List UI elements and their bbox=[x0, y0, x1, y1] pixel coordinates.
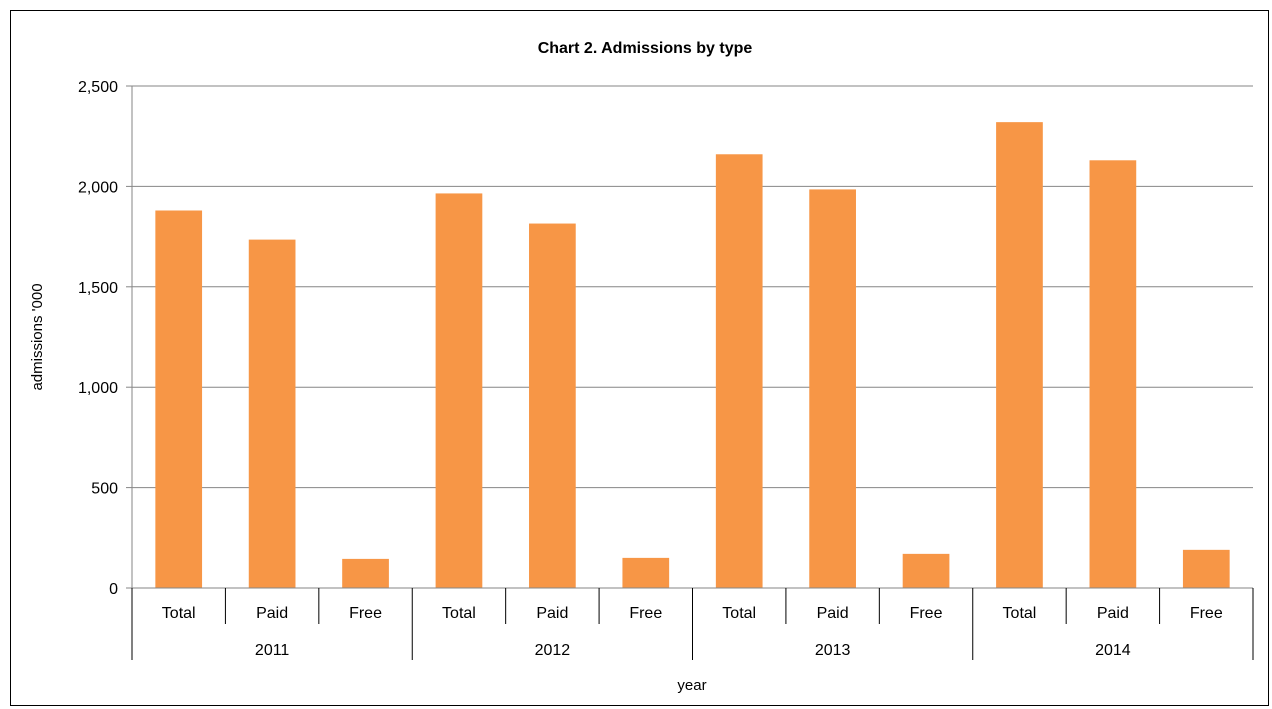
bar-2012-free bbox=[622, 557, 670, 588]
x-group-label: 2012 bbox=[535, 642, 571, 659]
x-category-label: Free bbox=[629, 605, 662, 622]
x-group-label: 2014 bbox=[1095, 642, 1131, 659]
bar-2014-paid bbox=[1089, 160, 1137, 588]
chart-frame bbox=[10, 10, 1269, 706]
x-group-label: 2011 bbox=[255, 642, 290, 659]
x-axis-label: year bbox=[677, 677, 706, 694]
x-group-label: 2013 bbox=[815, 642, 851, 659]
bar-2014-free bbox=[1182, 549, 1230, 588]
bar-2013-free bbox=[902, 553, 950, 588]
chart-title: Chart 2. Admissions by type bbox=[538, 40, 753, 57]
bar-2011-free bbox=[342, 558, 389, 588]
x-category-label: Total bbox=[1003, 605, 1037, 622]
bar-2011-total bbox=[155, 210, 203, 588]
x-category-label: Free bbox=[1190, 605, 1223, 622]
y-axis-ticks: 0 500 1,000 1,500 2,000 2,500 bbox=[78, 79, 133, 598]
y-tick-label: 500 bbox=[91, 481, 118, 498]
y-tick-label: 1,000 bbox=[78, 380, 118, 397]
bar-2014-total bbox=[996, 122, 1043, 589]
y-tick-label: 0 bbox=[109, 581, 118, 598]
x-category-label: Paid bbox=[817, 605, 849, 622]
bar-2012-paid bbox=[529, 223, 576, 588]
grid-lines bbox=[132, 85, 1253, 489]
x-category-label: Paid bbox=[536, 605, 568, 622]
x-category-label: Free bbox=[910, 605, 943, 622]
x-category-label: Total bbox=[442, 605, 476, 622]
bars bbox=[155, 122, 1230, 589]
x-category-label: Paid bbox=[1097, 605, 1129, 622]
y-tick-label: 2,500 bbox=[78, 79, 118, 96]
y-tick-label: 1,500 bbox=[78, 280, 118, 297]
bar-2012-total bbox=[435, 193, 483, 589]
x-axis: Total Paid Free 2011 Total Paid Free 2012 Total P… bbox=[131, 587, 1254, 660]
y-axis-label: admissions '000 bbox=[29, 283, 46, 390]
x-category-label: Total bbox=[162, 605, 196, 622]
bar-2013-total bbox=[715, 154, 763, 588]
bar-2013-paid bbox=[809, 189, 856, 589]
x-category-label: Paid bbox=[256, 605, 288, 622]
x-category-label: Total bbox=[722, 605, 756, 622]
y-tick-label: 2,000 bbox=[78, 179, 118, 196]
x-category-label: Free bbox=[349, 605, 382, 622]
bar-2011-paid bbox=[248, 239, 296, 588]
